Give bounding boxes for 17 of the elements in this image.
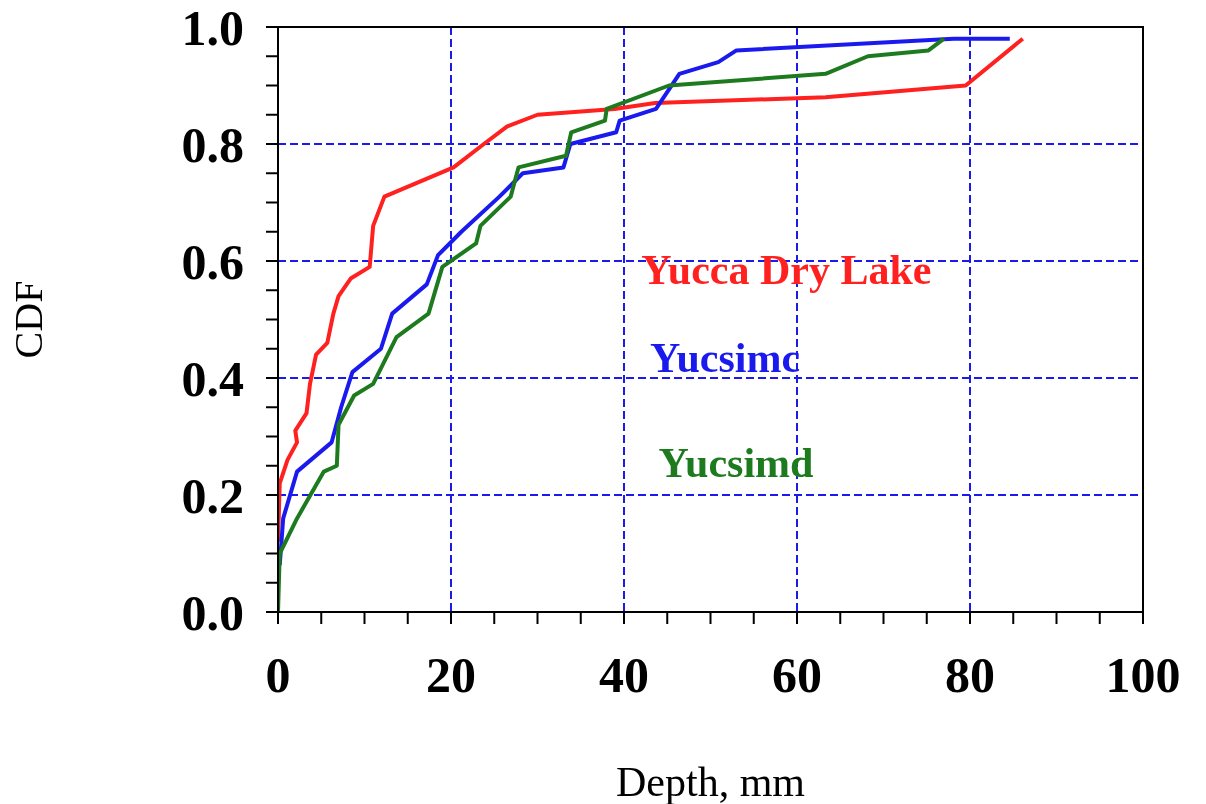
y-tick-label: 0.4 [181,350,244,407]
line-series [278,36,947,612]
y-tick-label: 0.2 [181,467,244,524]
x-tick-label: 60 [772,646,822,703]
text: Yucsimc [649,335,801,382]
x-tick-label: 80 [945,646,995,703]
y-tick-label: 0.0 [181,584,244,641]
y-tick-label: 0.6 [181,233,244,290]
y-axis-title: CDF [6,280,52,359]
text: Yucsimd [658,440,814,487]
x-tick-label: 40 [599,646,649,703]
y-tick-label: 1.0 [181,0,244,56]
x-tick-label: 20 [426,646,476,703]
y-tick-label: 0.8 [181,116,244,173]
x-tick-label: 0 [265,646,291,703]
text: Yucca Dry Lake [641,247,932,294]
x-tick-label: 100 [1105,646,1181,703]
